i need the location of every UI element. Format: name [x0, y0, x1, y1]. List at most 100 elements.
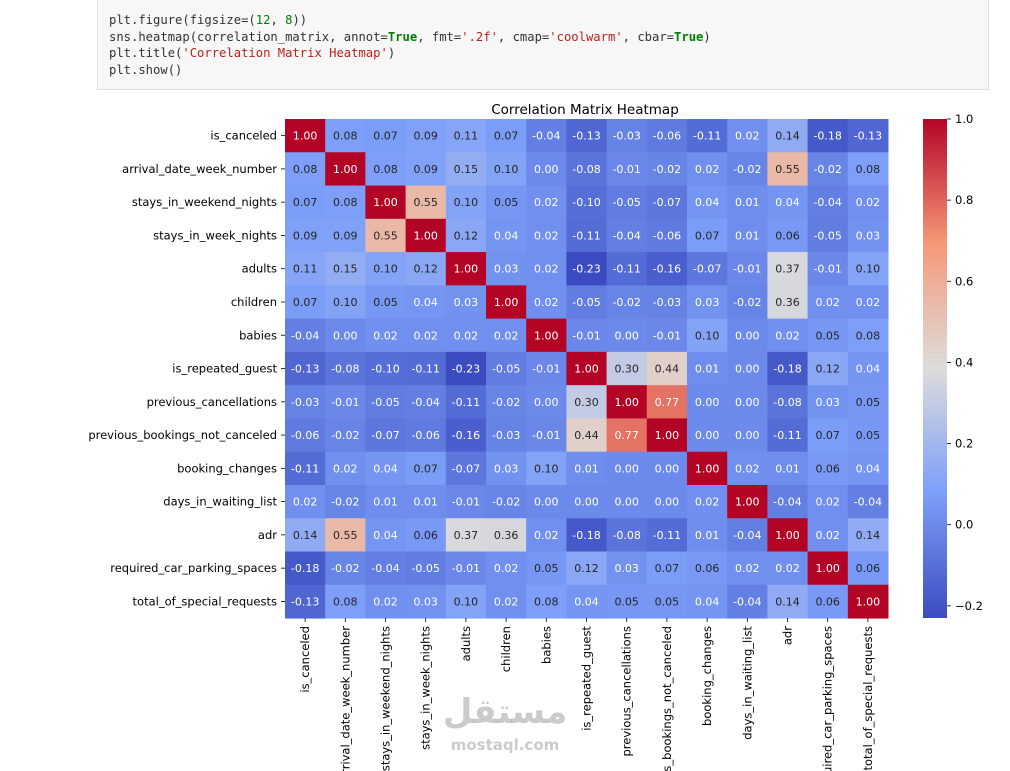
heatmap-cell	[767, 351, 809, 386]
cell-annotation: 0.02	[856, 196, 881, 209]
cell-annotation: -0.06	[291, 429, 319, 442]
cell-annotation: -0.06	[653, 130, 681, 143]
heatmap-cell	[486, 551, 527, 586]
cell-annotation: -0.04	[291, 329, 319, 342]
cell-annotation: 0.10	[534, 462, 559, 475]
col-label: previous_cancellations	[620, 626, 634, 756]
row-label: total_of_special_requests	[133, 594, 277, 608]
heatmap-cell	[807, 385, 849, 419]
cell-annotation: 0.00	[735, 396, 760, 409]
cell-annotation: 1.00	[614, 396, 639, 409]
heatmap-cell	[285, 385, 326, 419]
cell-annotation: 0.03	[815, 396, 840, 409]
heatmap-cell	[767, 484, 809, 519]
code-token: plt.figure(figsize=(	[109, 13, 256, 27]
cell-annotation: 0.07	[655, 562, 680, 575]
cell-annotation: -0.06	[653, 229, 681, 242]
code-line: plt.title('Correlation Matrix Heatmap')	[109, 46, 395, 60]
heatmap-cell	[285, 119, 326, 153]
heatmap-cell	[526, 152, 567, 187]
heatmap-cell	[687, 185, 728, 220]
heatmap-cell	[847, 152, 889, 187]
cell-annotation: 0.02	[534, 229, 559, 242]
heatmap-cell	[365, 218, 407, 253]
row-label: children	[231, 295, 277, 309]
heatmap-cell	[325, 252, 366, 286]
cell-annotation: 0.11	[293, 263, 318, 276]
heatmap-cell	[486, 185, 527, 220]
cell-annotation: 0.02	[494, 562, 519, 575]
heatmap-cell	[807, 584, 849, 619]
cell-annotation: 0.09	[293, 229, 318, 242]
cell-annotation: 0.02	[735, 462, 760, 475]
heatmap-cell	[646, 451, 688, 486]
heatmap-cell	[445, 351, 487, 386]
cell-annotation: -0.07	[653, 196, 681, 209]
heatmap-cell	[285, 252, 326, 286]
heatmap-cell	[847, 584, 889, 619]
cell-annotation: 0.02	[534, 296, 559, 309]
heatmap-cell	[365, 451, 407, 486]
heatmap-cell	[847, 484, 889, 519]
heatmap-cell	[285, 351, 326, 386]
heatmap-cell	[486, 385, 527, 419]
heatmap-cell	[767, 152, 809, 187]
heatmap-cell	[727, 484, 768, 519]
heatmap-cell	[807, 484, 849, 519]
cell-annotation: 1.00	[293, 130, 318, 143]
heatmap-cell	[687, 285, 728, 320]
cell-annotation: -0.04	[854, 496, 882, 509]
heatmap-cell	[566, 551, 608, 586]
heatmap-cell	[847, 518, 889, 553]
cell-annotation: 0.77	[614, 429, 639, 442]
cell-annotation: 0.02	[454, 329, 479, 342]
cell-annotation: -0.06	[411, 429, 439, 442]
row-label: previous_bookings_not_canceled	[88, 428, 277, 442]
heatmap-cell	[325, 385, 366, 419]
cell-annotation: 0.05	[856, 396, 881, 409]
cell-annotation: 1.00	[735, 496, 760, 509]
heatmap-cell	[727, 119, 768, 153]
cell-annotation: 0.10	[695, 329, 720, 342]
heatmap-cell	[365, 152, 407, 187]
heatmap-cell	[486, 218, 527, 253]
cell-annotation: 0.02	[775, 562, 800, 575]
heatmap-cell	[646, 252, 688, 286]
cell-annotation: 0.02	[293, 496, 318, 509]
heatmap-cell	[566, 484, 608, 519]
heatmap-cell	[767, 318, 809, 353]
heatmap-cell	[526, 418, 567, 453]
cell-annotation: -0.16	[653, 263, 681, 276]
cell-annotation: 0.55	[413, 196, 438, 209]
row-label: arrival_date_week_number	[122, 162, 277, 176]
heatmap-cell	[807, 285, 849, 320]
cell-annotation: 0.02	[534, 263, 559, 276]
cell-annotation: -0.18	[572, 529, 600, 542]
heatmap-cell	[847, 285, 889, 320]
col-label: booking_changes	[700, 626, 714, 726]
cell-annotation: -0.07	[452, 462, 480, 475]
heatmap-cell	[807, 218, 849, 253]
code-token: 12	[255, 13, 271, 27]
col-label: arrival_date_week_number	[338, 626, 352, 771]
cell-annotation: 0.00	[735, 429, 760, 442]
code-token: True	[674, 29, 704, 44]
heatmap-cell	[687, 584, 728, 619]
cell-annotation: 0.05	[815, 329, 840, 342]
cell-annotation: -0.02	[492, 396, 520, 409]
row-label: is_repeated_guest	[172, 362, 277, 376]
heatmap-cell	[606, 385, 648, 419]
heatmap-cell	[646, 318, 688, 353]
cell-annotation: -0.02	[492, 496, 520, 509]
heatmap-cell	[767, 551, 809, 586]
cell-annotation: 0.77	[655, 396, 680, 409]
col-label: babies	[539, 626, 553, 664]
heatmap-cell	[526, 451, 567, 486]
cell-annotation: 0.07	[413, 462, 438, 475]
cell-annotation: 0.08	[333, 196, 358, 209]
cell-annotation: 0.55	[775, 163, 800, 176]
code-cell[interactable]: plt.figure(figsize=(12, 8)) sns.heatmap(…	[97, 0, 989, 90]
cell-annotation: 0.01	[373, 496, 398, 509]
cell-annotation: 0.08	[333, 595, 358, 608]
cell-annotation: 0.04	[695, 196, 720, 209]
